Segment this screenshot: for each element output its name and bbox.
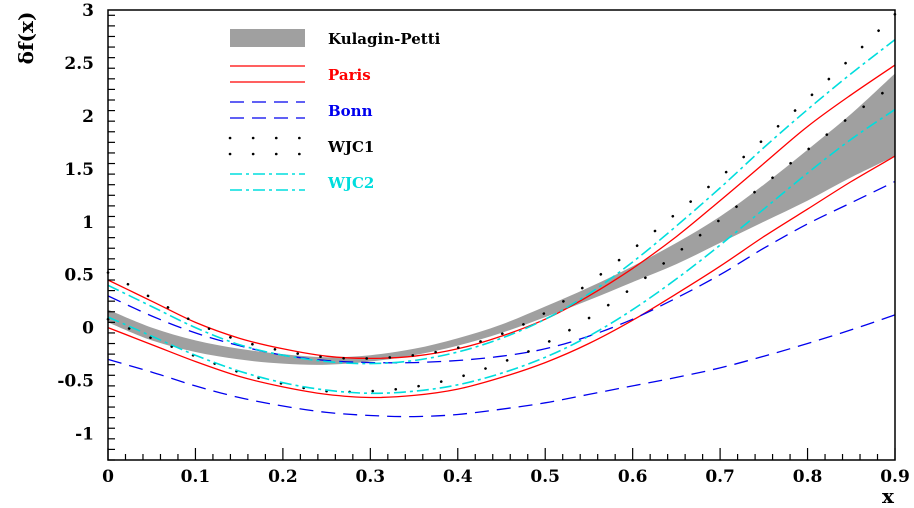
x-tick-label: 0.4 xyxy=(443,467,473,487)
legend-item-paris: Paris xyxy=(230,65,371,84)
x-tick-label: 0.3 xyxy=(356,467,386,487)
y-tick-label: 2.5 xyxy=(64,54,94,74)
legend-item-wjc2: WJC2 xyxy=(230,173,374,192)
y-tick-label: 3 xyxy=(82,1,94,21)
y-tick-label: 0 xyxy=(82,319,94,339)
x-tick-label: 0.7 xyxy=(705,467,735,487)
legend-item-kulagin-petti: Kulagin-Petti xyxy=(230,29,441,48)
x-tick-label: 0.9 xyxy=(880,467,910,487)
series-paris-curve-1 xyxy=(107,64,896,360)
legend-label: Kulagin-Petti xyxy=(328,30,441,48)
legend-label: Bonn xyxy=(328,102,373,120)
y-tick-label: 2 xyxy=(82,107,94,127)
ticks-layer: 0 0.1 0.2 0.3 0.4 0.5 0.6 0.7 0.8 0.9 -1 -0.5 0 0.5 1 1… xyxy=(57,1,909,487)
band-kulagin-petti xyxy=(108,73,895,365)
y-tick-label: 0.5 xyxy=(64,266,94,286)
series-paris-curve-2 xyxy=(107,155,896,399)
series-wjc1-curve-1 xyxy=(106,12,897,360)
y-tick-label: -1 xyxy=(75,425,94,445)
legend-label: WJC2 xyxy=(327,174,374,192)
series-bonn-curve-2 xyxy=(107,314,896,418)
y-tick-label: -0.5 xyxy=(57,372,94,392)
series-layer xyxy=(106,12,897,418)
legend-label: WJC1 xyxy=(327,138,374,156)
legend-swatch xyxy=(230,29,305,47)
series-wjc1-curve-2 xyxy=(106,82,897,394)
x-tick-label: 0.1 xyxy=(181,467,211,487)
plot-frame xyxy=(107,9,896,461)
legend-label: Paris xyxy=(328,66,371,84)
x-tick-label: 0.5 xyxy=(530,467,560,487)
legend: Kulagin-Petti Paris Bonn WJC1 WJC2 xyxy=(228,29,441,192)
x-tick-label: 0.2 xyxy=(268,467,298,487)
y-axis-title: δf(x) xyxy=(14,12,38,65)
x-axis-title: x xyxy=(882,484,895,508)
x-tick-label: 0 xyxy=(102,467,114,487)
y-tick-label: 1.5 xyxy=(64,160,94,180)
y-tick-label: 1 xyxy=(82,213,94,233)
series-wjc2-curve-1 xyxy=(107,38,896,365)
x-tick-label: 0.6 xyxy=(618,467,648,487)
series-bonn-curve-1 xyxy=(107,180,896,364)
x-tick-label: 0.8 xyxy=(793,467,823,487)
series-wjc2-curve-2 xyxy=(107,108,896,395)
band-layer xyxy=(108,73,895,365)
legend-item-wjc1: WJC1 xyxy=(228,136,374,156)
legend-item-bonn: Bonn xyxy=(230,101,373,120)
